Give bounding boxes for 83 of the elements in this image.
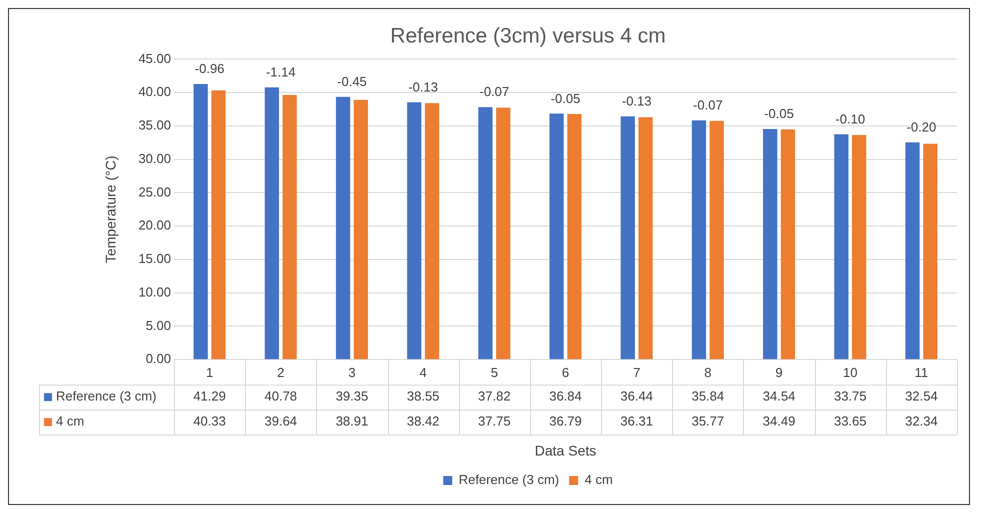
data-label: 39.35 bbox=[336, 388, 368, 404]
annotation: -0.05 bbox=[764, 106, 794, 122]
legend-label: Reference (3 cm) bbox=[56, 388, 156, 404]
bar bbox=[354, 100, 368, 360]
data-label: 34.54 bbox=[762, 388, 796, 404]
x-tick-label: 6 bbox=[562, 364, 570, 380]
data-label: 33.65 bbox=[834, 414, 866, 429]
text: 4 cm bbox=[56, 414, 84, 429]
bar bbox=[780, 129, 796, 360]
annotation: -0.96 bbox=[194, 61, 224, 76]
bar bbox=[211, 90, 226, 360]
x-tick-label: 3 bbox=[348, 364, 356, 380]
x-tick-label: 1 bbox=[206, 364, 214, 380]
data-label: 34.49 bbox=[762, 414, 796, 429]
y-tick-label: 15.00 bbox=[138, 251, 171, 266]
bar bbox=[567, 114, 582, 360]
data-label: 35.84 bbox=[692, 388, 724, 404]
data-label: 36.44 bbox=[620, 388, 653, 404]
bar bbox=[710, 120, 724, 360]
bar bbox=[905, 142, 920, 360]
y-tick-label: 40.00 bbox=[138, 84, 171, 100]
bar bbox=[478, 107, 493, 360]
bar bbox=[336, 96, 350, 360]
data-label: 36.31 bbox=[620, 414, 653, 429]
bar bbox=[638, 117, 653, 360]
bar bbox=[424, 103, 440, 360]
annotation: -0.13 bbox=[408, 79, 438, 94]
annotation: -0.07 bbox=[480, 84, 510, 100]
bar bbox=[852, 134, 866, 360]
data-label: 38.91 bbox=[336, 414, 368, 429]
bar bbox=[264, 87, 279, 360]
data-label: 38.42 bbox=[406, 414, 440, 429]
data-label: 36.84 bbox=[549, 388, 582, 404]
bar bbox=[763, 129, 778, 360]
bar bbox=[194, 84, 208, 360]
bar bbox=[923, 144, 938, 360]
y-tick-label: 30.00 bbox=[138, 150, 171, 166]
data-label: 32.54 bbox=[905, 388, 938, 404]
bar bbox=[834, 134, 848, 360]
bar bbox=[620, 116, 635, 360]
data-label: 40.78 bbox=[264, 388, 298, 404]
x-tick-label: 7 bbox=[633, 364, 640, 380]
y-tick-label: 10.00 bbox=[138, 284, 171, 300]
y-tick-label: 45.00 bbox=[138, 50, 171, 66]
y-tick-label: 25.00 bbox=[138, 184, 171, 200]
x-tick-label: 2 bbox=[277, 364, 284, 380]
text: Reference (3 cm) bbox=[458, 472, 560, 488]
bar bbox=[549, 114, 564, 360]
bar bbox=[282, 94, 297, 360]
annotation: -0.07 bbox=[693, 97, 723, 112]
x-tick-label: 8 bbox=[704, 364, 712, 380]
x-tick-label: 9 bbox=[775, 364, 783, 380]
y-axis-title: Temperature (°C) bbox=[102, 156, 118, 264]
bar bbox=[407, 102, 422, 360]
data-label: 32.34 bbox=[905, 414, 938, 429]
annotation: -0.13 bbox=[622, 93, 652, 108]
x-tick-label: 10 bbox=[842, 364, 858, 380]
legend-label: 4 cm bbox=[584, 472, 613, 488]
bar bbox=[692, 120, 706, 360]
annotation: -0.45 bbox=[337, 74, 367, 89]
data-label: 38.55 bbox=[406, 388, 440, 404]
data-label: 33.75 bbox=[834, 388, 866, 404]
x-axis-title: Data Sets bbox=[534, 442, 596, 458]
x-tick-label: 5 bbox=[490, 364, 498, 380]
x-tick-label: 11 bbox=[914, 364, 928, 380]
chart-title: Reference (3cm) versus 4 cm bbox=[390, 24, 666, 48]
data-label: 40.33 bbox=[193, 414, 226, 429]
annotation: -1.14 bbox=[266, 64, 296, 80]
y-tick-label: 35.00 bbox=[138, 118, 171, 133]
annotation: -0.20 bbox=[906, 119, 936, 134]
data-label: 37.82 bbox=[478, 388, 511, 404]
x-tick-label: 4 bbox=[420, 364, 427, 380]
data-label: 39.64 bbox=[264, 414, 298, 429]
y-tick-label: 0.00 bbox=[146, 351, 171, 366]
y-tick-label: 20.00 bbox=[138, 218, 171, 233]
annotation: -0.05 bbox=[550, 90, 580, 106]
annotation: -0.10 bbox=[835, 111, 866, 126]
bar bbox=[496, 108, 510, 360]
data-label: 37.75 bbox=[478, 414, 511, 429]
data-label: 35.77 bbox=[692, 414, 724, 429]
data-label: 41.29 bbox=[193, 388, 226, 404]
data-label: 36.79 bbox=[549, 414, 582, 429]
y-tick-label: 5.00 bbox=[146, 318, 171, 333]
